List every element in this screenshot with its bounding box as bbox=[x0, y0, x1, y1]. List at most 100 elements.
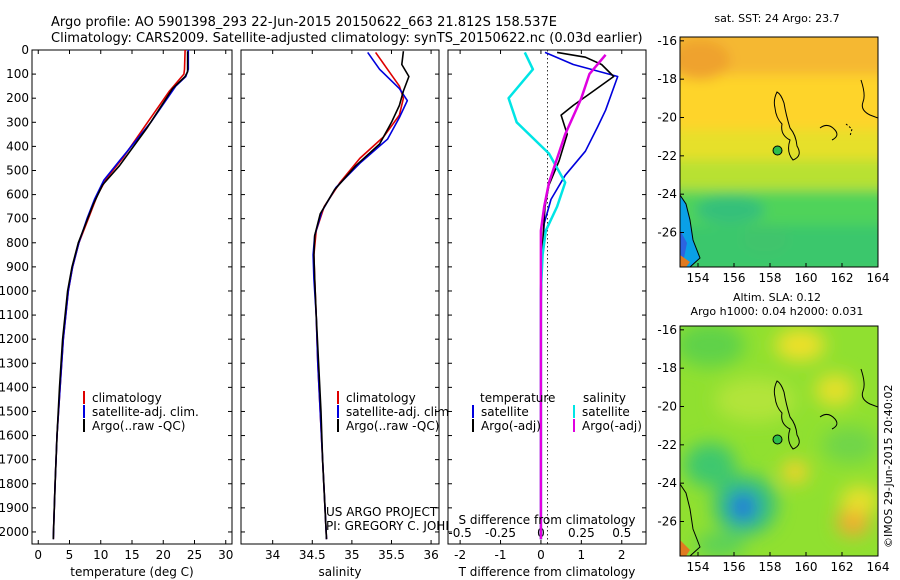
t-difference-xlabel: T difference from climatology bbox=[458, 565, 636, 579]
temperature-axes-frame bbox=[31, 49, 233, 545]
figure-title-line1: Argo profile: AO 5901398_293 22-Jun-2015… bbox=[51, 15, 557, 30]
map-y-tick-label: -18 bbox=[657, 361, 677, 375]
y-tick-label: 1900 bbox=[0, 501, 29, 515]
s-diff-tick-label: -0.25 bbox=[485, 526, 516, 540]
legend-label-climatology: climatology bbox=[346, 391, 416, 405]
sst-map-panel: sat. SST: 24 Argo: 23.7 bbox=[657, 12, 889, 285]
figure-title-line2: Climatology: CARS2009. Satellite-adjuste… bbox=[51, 31, 643, 46]
sst-map-ticks: 154 156 158 160 162 164 -16 -18 -20 -22 -24 -26 bbox=[657, 34, 889, 285]
difference-ticks: -2 -1 0 1 2-0.5 -0.25 0 0.25 0.5 bbox=[448, 49, 646, 562]
y-tick-label: 400 bbox=[6, 139, 29, 153]
sla-map-title: Altim. SLA: 0.12 bbox=[733, 291, 821, 304]
legend-label-argo: Argo(..raw -QC) bbox=[346, 419, 439, 433]
map-y-tick-label: -16 bbox=[657, 323, 677, 337]
y-tick-label: 0 bbox=[21, 43, 29, 57]
salinity-lines bbox=[312, 51, 410, 540]
sst-map-title: sat. SST: 24 Argo: 23.7 bbox=[714, 12, 839, 25]
sla-map-panel: Altim. SLA: 0.12 Argo h1000: 0.04 h2000:… bbox=[657, 291, 889, 574]
legend-title-temperature: temperature bbox=[480, 391, 555, 405]
legend-label-t-argo: Argo(-adj) bbox=[481, 419, 541, 433]
x-tick-label: 1 bbox=[578, 548, 586, 562]
map-y-tick-label: -20 bbox=[657, 400, 677, 414]
imos-timestamp: ©IMOS 29-Jun-2015 20:40:02 bbox=[882, 384, 895, 548]
difference-legend: temperature satellite Argo(-adj) salinit… bbox=[472, 391, 642, 433]
salinity-ticks: 34 34.5 35 35.5 36 bbox=[241, 49, 439, 562]
sla-map-ticks: 154 156 158 160 162 164 -16 -18 -20 -22 -24 -26 bbox=[657, 323, 889, 574]
y-tick-label: 1700 bbox=[0, 453, 29, 467]
y-tick-label: 300 bbox=[6, 115, 29, 129]
x-tick-label: 30 bbox=[218, 548, 233, 562]
legend-label-s-satellite: satellite bbox=[582, 405, 630, 419]
x-tick-label: -2 bbox=[454, 548, 466, 562]
map-y-tick-label: -20 bbox=[657, 111, 677, 125]
y-tick-label: 1200 bbox=[0, 332, 29, 346]
map-x-tick-label: 158 bbox=[759, 560, 782, 574]
legend-label-t-satellite: satellite bbox=[481, 405, 529, 419]
x-tick-label: -1 bbox=[495, 548, 507, 562]
argo-position-marker bbox=[772, 145, 783, 156]
difference-lines bbox=[507, 51, 619, 540]
sst-map-frame bbox=[679, 36, 879, 268]
y-tick-label: 100 bbox=[6, 67, 29, 81]
map-x-tick-label: 164 bbox=[867, 271, 890, 285]
credit-text: US ARGO PROJECT bbox=[326, 505, 438, 519]
y-tick-label: 1500 bbox=[0, 404, 29, 418]
map-x-tick-label: 162 bbox=[831, 560, 854, 574]
y-tick-label: 700 bbox=[6, 212, 29, 226]
salinity-legend: climatology satellite-adj. clim. Argo(..… bbox=[337, 391, 453, 433]
map-y-tick-label: -26 bbox=[657, 226, 677, 240]
salinity-xlabel: salinity bbox=[318, 565, 361, 579]
y-tick-label: 800 bbox=[6, 236, 29, 250]
map-x-tick-label: 158 bbox=[759, 271, 782, 285]
map-x-tick-label: 154 bbox=[687, 560, 710, 574]
legend-title-salinity: salinity bbox=[583, 391, 626, 405]
x-tick-label: 36 bbox=[423, 548, 438, 562]
salinity-axes-frame bbox=[240, 49, 440, 545]
map-x-tick-label: 156 bbox=[723, 560, 746, 574]
series-line-argo-raw-qc- bbox=[313, 51, 410, 540]
map-x-tick-label: 156 bbox=[723, 271, 746, 285]
temperature-lines bbox=[52, 49, 190, 540]
map-y-tick-label: -22 bbox=[657, 149, 677, 163]
map-y-tick-label: -26 bbox=[657, 515, 677, 529]
y-tick-label: 1400 bbox=[0, 380, 29, 394]
sla-map-subtitle: Argo h1000: 0.04 h2000: 0.031 bbox=[691, 305, 864, 318]
legend-label-s-argo: Argo(-adj) bbox=[582, 419, 642, 433]
x-tick-label: 2 bbox=[618, 548, 626, 562]
temperature-xlabel: temperature (deg C) bbox=[70, 565, 193, 579]
y-tick-label: 2000 bbox=[0, 525, 29, 539]
temperature-panel: 0100200300400500600700800900100011001200… bbox=[0, 43, 233, 579]
series-line-argo-raw-qc- bbox=[52, 51, 189, 540]
y-tick-label: 200 bbox=[6, 91, 29, 105]
difference-axes-frame bbox=[447, 49, 647, 545]
x-tick-label: 34.5 bbox=[299, 548, 326, 562]
x-tick-label: 35 bbox=[344, 548, 359, 562]
map-x-tick-label: 162 bbox=[831, 271, 854, 285]
x-tick-label: 0 bbox=[537, 548, 545, 562]
x-tick-label: 25 bbox=[187, 548, 202, 562]
s-diff-tick-label: 0.5 bbox=[612, 526, 631, 540]
map-x-tick-label: 154 bbox=[687, 271, 710, 285]
map-x-tick-label: 160 bbox=[795, 560, 818, 574]
s-diff-tick-label: -0.5 bbox=[448, 526, 471, 540]
s-diff-tick-label: 0.25 bbox=[568, 526, 595, 540]
x-tick-label: 35.5 bbox=[378, 548, 405, 562]
y-tick-label: 1600 bbox=[0, 429, 29, 443]
y-tick-label: 900 bbox=[6, 260, 29, 274]
legend-label-climatology: climatology bbox=[92, 391, 162, 405]
map-y-tick-label: -24 bbox=[657, 187, 677, 201]
series-line-s-argo-adj- bbox=[539, 53, 607, 540]
x-tick-label: 0 bbox=[34, 548, 42, 562]
y-tick-label: 600 bbox=[6, 188, 29, 202]
legend-label-satellite: satellite-adj. clim. bbox=[92, 405, 199, 419]
map-x-tick-label: 164 bbox=[867, 560, 890, 574]
sla-map-field bbox=[680, 326, 878, 556]
y-tick-label: 1800 bbox=[0, 477, 29, 491]
map-y-tick-label: -18 bbox=[657, 72, 677, 86]
map-x-tick-label: 160 bbox=[795, 271, 818, 285]
map-y-tick-label: -16 bbox=[657, 34, 677, 48]
s-difference-label: S difference from climatology bbox=[459, 513, 636, 527]
x-tick-label: 34 bbox=[265, 548, 280, 562]
pi-text: PI: GREGORY C. JOHNSON bbox=[326, 519, 480, 533]
sla-map-frame bbox=[679, 325, 879, 557]
